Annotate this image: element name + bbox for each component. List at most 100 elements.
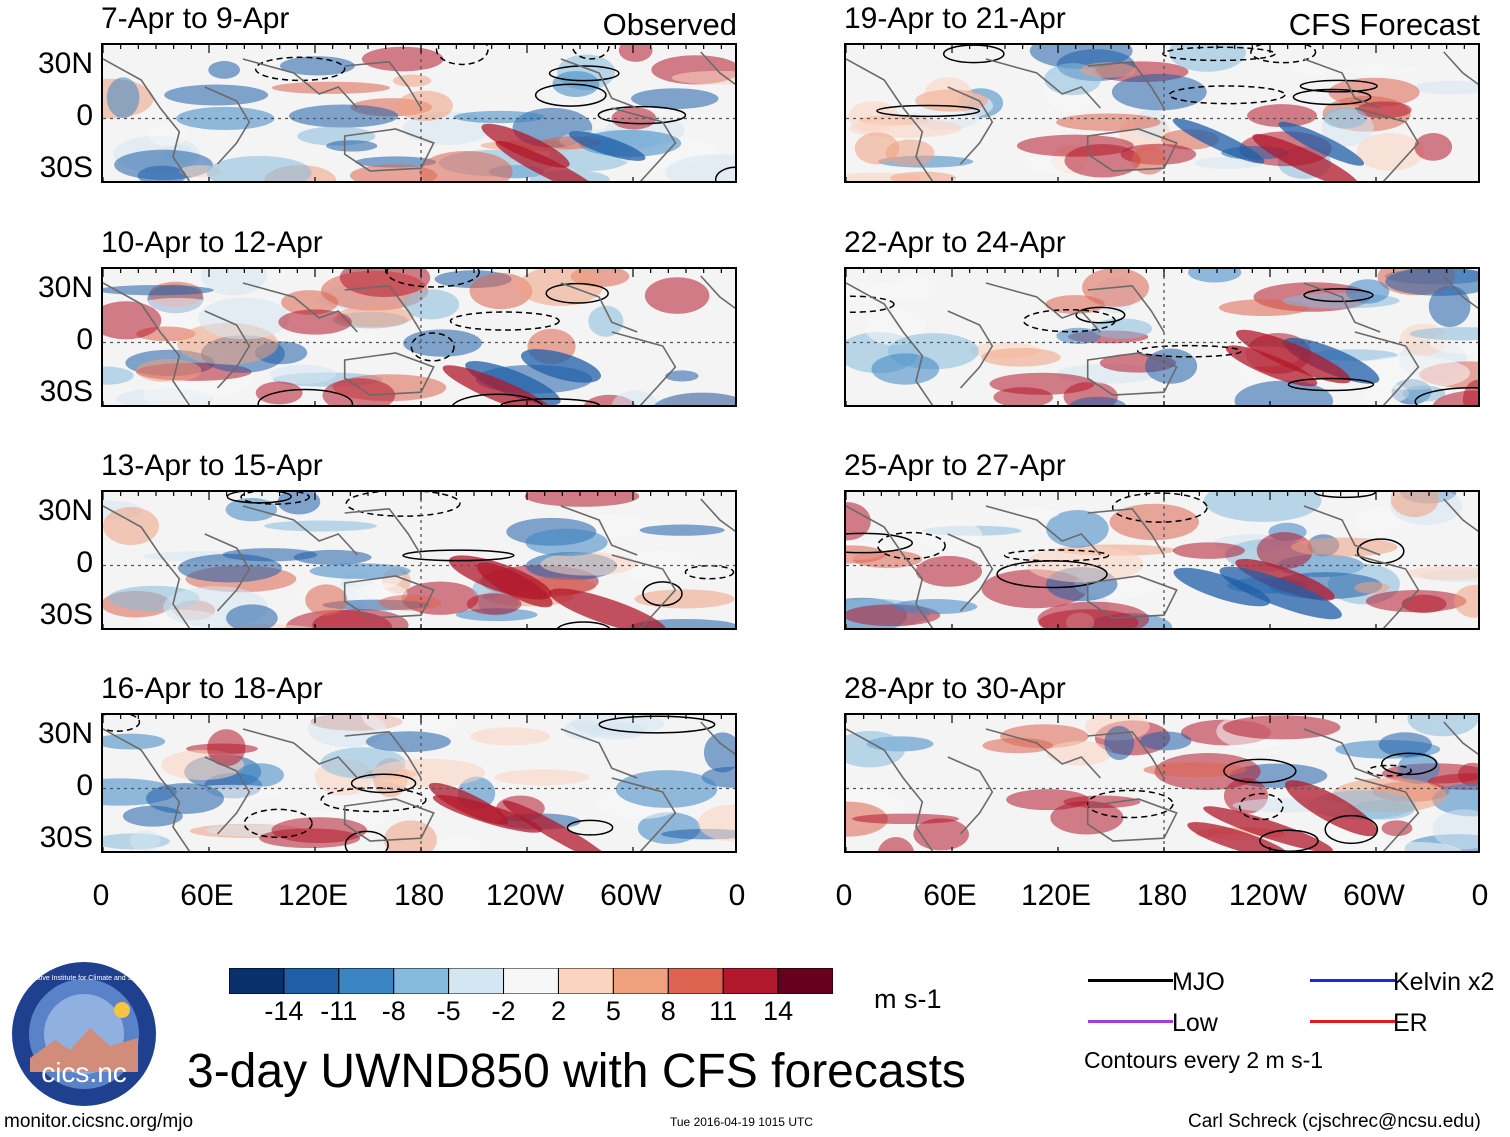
anomaly-blob xyxy=(1047,741,1113,766)
colorbar-segment xyxy=(283,968,340,994)
coastline xyxy=(204,756,251,835)
lat-label-30n: 30N xyxy=(37,717,93,750)
mjo-contour xyxy=(1324,814,1379,845)
map-panel xyxy=(101,713,737,853)
anomaly-blob xyxy=(634,589,735,609)
mjo-contour xyxy=(597,105,687,125)
colorbar-tick-label: 5 xyxy=(605,996,621,1026)
mjo-contour xyxy=(350,773,417,794)
colorbar-tick-label: -8 xyxy=(381,996,406,1026)
anomaly-blob xyxy=(654,392,735,405)
footer-url: monitor.cicsnc.org/mjo xyxy=(4,1111,194,1132)
coastline xyxy=(846,728,934,851)
coastline xyxy=(1354,107,1420,181)
anomaly-blob xyxy=(993,387,1054,405)
anomaly-blob xyxy=(618,45,653,62)
lat-label-0: 0 xyxy=(76,546,93,579)
coastline xyxy=(611,777,677,851)
mjo-contour xyxy=(714,166,735,181)
anomaly-blob xyxy=(225,497,278,522)
mjo-contour xyxy=(1136,344,1242,358)
footer-timestamp: Tue 2016-04-19 1015 UTC xyxy=(670,1115,813,1129)
anomaly-blob xyxy=(698,804,735,842)
anomaly-blob xyxy=(1222,715,1341,740)
coastline xyxy=(560,58,638,109)
anomaly-blob xyxy=(361,46,444,72)
anomaly-blob xyxy=(339,269,431,298)
anomaly-blob xyxy=(893,599,978,615)
mjo-contour xyxy=(1075,306,1126,324)
mjo-contour xyxy=(534,83,607,107)
anomaly-blob xyxy=(1354,507,1402,536)
mjo-contour xyxy=(500,398,601,405)
legend-line-er xyxy=(1310,1020,1395,1023)
lat-label-0: 0 xyxy=(76,99,93,132)
map-field xyxy=(846,45,1478,181)
anomaly-blob xyxy=(403,289,460,320)
mjo-contour xyxy=(1381,752,1438,776)
colorbar-tick-label: 8 xyxy=(660,996,676,1026)
anomaly-blob xyxy=(279,56,355,76)
mjo-contour xyxy=(1287,377,1375,392)
chart-title: 3-day UWND850 with CFS forecasts xyxy=(187,1045,966,1098)
anomaly-blob xyxy=(136,359,202,383)
anomaly-blob xyxy=(419,150,513,181)
anomaly-blob xyxy=(846,545,886,564)
coastline xyxy=(1086,128,1178,172)
anomaly-core xyxy=(568,131,646,161)
anomaly-blob xyxy=(1365,589,1467,613)
coastline xyxy=(344,60,422,109)
coastline xyxy=(1086,798,1178,842)
coastline xyxy=(611,554,677,628)
coastline xyxy=(846,282,934,405)
colorbar-segment xyxy=(393,968,450,994)
anomaly-blob xyxy=(470,727,551,746)
anomaly-blob xyxy=(890,171,957,181)
coastline xyxy=(204,533,251,612)
anomaly-blob xyxy=(1356,101,1412,119)
anomaly-blob xyxy=(540,552,637,576)
lon-label: 60W xyxy=(600,879,662,912)
colorbar-segment xyxy=(503,968,559,994)
contour-note: Contours every 2 m s-1 xyxy=(1084,1047,1324,1073)
anomaly-blob xyxy=(915,555,982,587)
anomaly-blob xyxy=(846,502,871,541)
anomaly-core xyxy=(502,800,614,851)
colorbar-segment xyxy=(557,968,614,994)
coastline xyxy=(947,756,994,835)
legend-line-low xyxy=(1088,1020,1173,1023)
colorbar-segment xyxy=(448,968,505,994)
mjo-contour xyxy=(410,332,455,362)
anomaly-core xyxy=(465,361,561,405)
anomaly-blob xyxy=(854,132,900,165)
colorbar-tick-label: 14 xyxy=(763,996,794,1026)
legend-label-er: ER xyxy=(1393,1009,1428,1037)
anomaly-blob xyxy=(1413,80,1478,95)
anomaly-blob xyxy=(255,381,303,405)
coastline xyxy=(103,58,191,181)
coastline xyxy=(1443,721,1478,756)
anomaly-blob xyxy=(1414,133,1453,161)
panel-title-1-2: 25-Apr to 27-Apr xyxy=(844,449,1066,482)
column-header-1: CFS Forecast xyxy=(1288,7,1480,42)
colorbar-segment xyxy=(338,968,395,994)
lon-label: 120E xyxy=(277,879,349,912)
anomaly-blob xyxy=(1397,752,1440,785)
anomaly-blob xyxy=(148,124,188,147)
anomaly-blob xyxy=(206,155,312,181)
anomaly-blob xyxy=(453,110,545,124)
anomaly-blob xyxy=(1140,731,1192,751)
anomaly-blob xyxy=(563,720,603,740)
coastline xyxy=(242,282,358,333)
coastline xyxy=(204,310,251,389)
anomaly-blob xyxy=(1432,809,1478,850)
mjo-contour xyxy=(1168,85,1286,105)
map-panel xyxy=(101,490,737,630)
anomaly-blob xyxy=(466,593,522,615)
mjo-contour xyxy=(1162,46,1276,62)
mjo-contour xyxy=(566,819,614,836)
coastline xyxy=(985,58,1101,109)
coastline xyxy=(343,128,435,172)
lat-label-30s: 30S xyxy=(39,151,93,184)
mjo-contour xyxy=(1414,387,1478,405)
